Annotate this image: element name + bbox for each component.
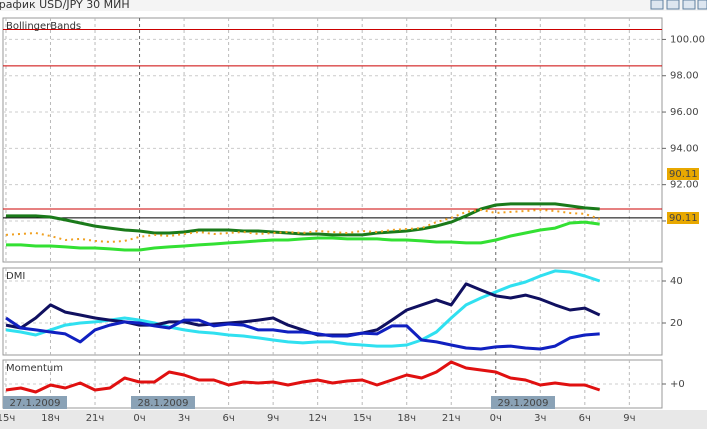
x-tick-label: 3ч [178, 413, 190, 424]
y-tick-label: 92.00 [670, 180, 699, 191]
x-tick-label: 6ч [222, 413, 234, 424]
x-tick-label: 18ч [397, 413, 416, 424]
panel-title: DMI [6, 271, 25, 282]
time-axis-strip [0, 410, 707, 429]
price-tag: 90.11 [669, 169, 698, 180]
x-tick-label: 15ч [0, 413, 15, 424]
x-tick-label: 9ч [623, 413, 635, 424]
y-tick-label: 100.00 [670, 34, 705, 45]
x-tick-label: 0ч [490, 413, 502, 424]
help-button[interactable] [650, 0, 664, 10]
x-tick-label: 12ч [308, 413, 327, 424]
x-tick-label: 3ч [534, 413, 546, 424]
series-line [5, 316, 600, 351]
y-tick-label: 20 [670, 318, 683, 329]
y-tick-label: +0 [670, 379, 685, 390]
y-tick-label: 98.00 [670, 71, 699, 82]
panel-title: BollingerBands [6, 21, 81, 32]
window-title: График USD/JPY 30 МИН [0, 0, 130, 11]
price-tag-bg [667, 168, 699, 180]
date-box [131, 396, 195, 409]
panel-title: Momentum [6, 363, 63, 374]
maximize-button[interactable] [682, 0, 696, 10]
y-tick-label: 96.00 [670, 107, 699, 118]
series-line [5, 360, 601, 394]
x-tick-label: 6ч [579, 413, 591, 424]
x-tick-label: 21ч [86, 413, 105, 424]
date-box [3, 396, 67, 409]
x-tick-label: 18ч [41, 413, 60, 424]
price-tag: 90.11 [669, 213, 698, 224]
title-bar [0, 0, 707, 11]
series-line [6, 220, 600, 252]
series-line [5, 282, 601, 337]
price-tag-bg [667, 212, 699, 224]
x-tick-label: 0ч [133, 413, 145, 424]
panel [2, 17, 663, 263]
x-tick-label: 21ч [442, 413, 461, 424]
y-tick-label: 40 [670, 276, 683, 287]
minimize-button[interactable] [666, 0, 680, 10]
y-tick-label: 94.00 [670, 143, 699, 154]
series-line [6, 202, 600, 237]
close-button[interactable] [697, 0, 707, 10]
x-tick-label: 9ч [267, 413, 279, 424]
x-tick-label: 15ч [353, 413, 372, 424]
date-label: 29.1.2009 [498, 398, 549, 409]
date-label: 28.1.2009 [138, 398, 189, 409]
date-box [491, 396, 555, 409]
date-label: 27.1.2009 [10, 398, 61, 409]
